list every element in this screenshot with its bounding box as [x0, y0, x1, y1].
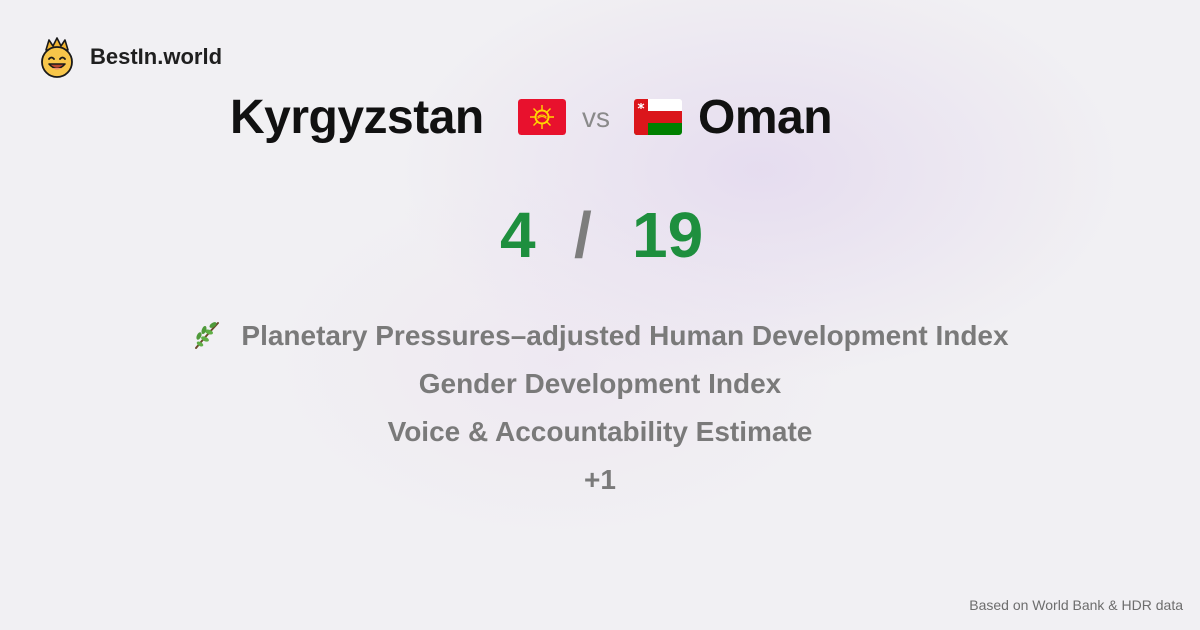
- country-b-name: Oman: [698, 91, 833, 144]
- metric-item: Gender Development Index: [0, 360, 1200, 408]
- metric-item: Voice & Accountability Estimate: [0, 408, 1200, 456]
- metric-list: Planetary Pressures–adjusted Human Devel…: [0, 312, 1200, 504]
- score-row: 4 / 19: [0, 195, 1200, 275]
- crowned-smiley-icon: [41, 37, 73, 78]
- metric-more[interactable]: +1: [0, 456, 1200, 504]
- metric-item: Planetary Pressures–adjusted Human Devel…: [0, 312, 1200, 360]
- comparison-title: Kyrgyzstan vs Oman: [0, 88, 1200, 148]
- herb-icon: [195, 322, 220, 349]
- country-b-score: 19: [632, 199, 704, 271]
- vs-label: vs: [582, 102, 610, 133]
- metric-label: Planetary Pressures–adjusted Human Devel…: [241, 320, 1009, 351]
- kyrgyzstan-flag-icon: [518, 99, 566, 135]
- brand-name: BestIn.world: [90, 44, 223, 69]
- country-a-score: 4: [500, 199, 536, 271]
- metric-label: Gender Development Index: [418, 368, 782, 399]
- metric-label: Voice & Accountability Estimate: [387, 416, 813, 447]
- metric-more-label: +1: [584, 464, 616, 495]
- oman-flag-icon: [634, 99, 682, 135]
- country-a-name: Kyrgyzstan: [230, 91, 484, 144]
- data-source-note: Based on World Bank & HDR data: [969, 597, 1183, 613]
- brand[interactable]: BestIn.world: [38, 36, 222, 78]
- score-separator: /: [574, 199, 592, 271]
